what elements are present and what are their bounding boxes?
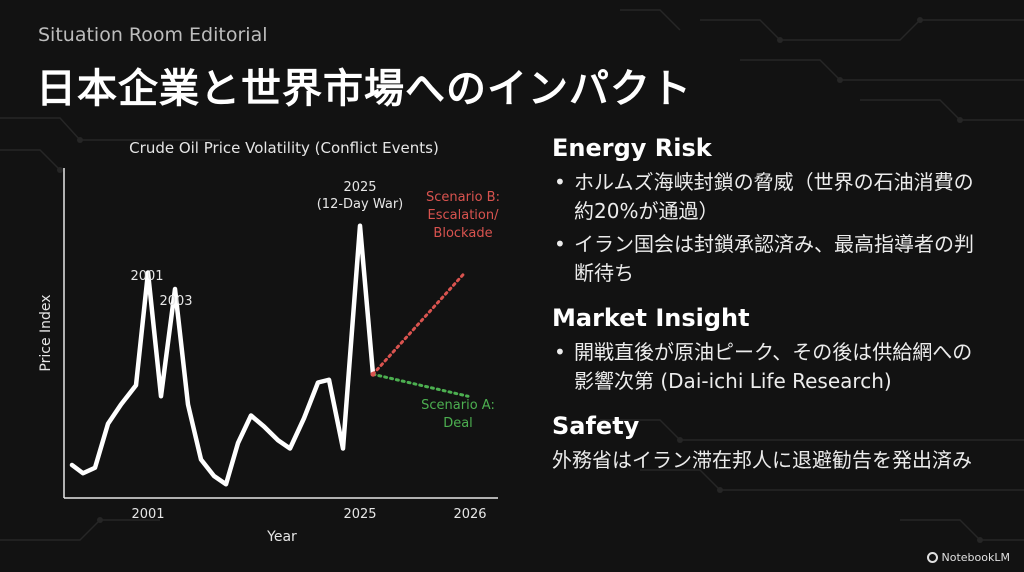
market-insight-title: Market Insight xyxy=(552,304,750,332)
energy-risk-section: Energy Risk ホルムズ海峡封鎖の脅威（世界の石油消費の約20%が通過）… xyxy=(552,134,992,288)
x-tick-label: 2025 xyxy=(343,507,376,522)
annotation-2003: 2003 xyxy=(159,294,192,309)
list-item: ホルムズ海峡封鎖の脅威（世界の石油消費の約20%が通過） xyxy=(552,168,992,226)
scenario-b-label: Escalation/ xyxy=(428,208,500,223)
list-item: 開戦直後が原油ピーク、その後は供給網への影響次第 (Dai-ichi Life … xyxy=(552,338,992,396)
safety-text: 外務省はイラン滞在邦人に退避勧告を発出済み xyxy=(552,448,972,472)
notebooklm-logo: NotebookLM xyxy=(926,551,1010,564)
y-axis-label: Price Index xyxy=(38,294,54,371)
notebooklm-icon xyxy=(926,552,938,563)
x-axis-label: Year xyxy=(266,529,297,545)
scenario-b-line xyxy=(371,271,467,376)
scenario-a-label: Scenario A: xyxy=(421,398,495,413)
scenario-origin-point xyxy=(370,371,376,377)
chart-title: Crude Oil Price Volatility (Conflict Eve… xyxy=(129,139,439,157)
scenario-b-label: Blockade xyxy=(433,226,492,241)
safety-section: Safety 外務省はイラン滞在邦人に退避勧告を発出済み xyxy=(552,412,992,475)
scenario-a-label: Deal xyxy=(443,416,473,431)
annotation-2001: 2001 xyxy=(130,269,163,284)
oil-price-chart: Crude Oil Price Volatility (Conflict Eve… xyxy=(38,139,500,545)
slide-title: 日本企業と世界市場へのインパクト xyxy=(36,66,692,112)
brand-name: Situation Room Editorial xyxy=(38,24,268,46)
annotation-2025-sub: (12-Day War) xyxy=(317,197,404,212)
energy-risk-title: Energy Risk xyxy=(552,134,712,162)
price-line xyxy=(69,223,376,487)
list-item: イラン国会は封鎖承認済み、最高指導者の判断待ち xyxy=(552,230,992,288)
market-insight-section: Market Insight 開戦直後が原油ピーク、その後は供給網への影響次第 … xyxy=(552,304,992,396)
notebooklm-label: NotebookLM xyxy=(941,551,1010,564)
market-insight-list: 開戦直後が原油ピーク、その後は供給網への影響次第 (Dai-ichi Life … xyxy=(552,338,992,396)
scenario-b-label: Scenario B: xyxy=(426,190,500,205)
scenario-a-line xyxy=(371,372,470,398)
safety-title: Safety xyxy=(552,412,640,440)
energy-risk-list: ホルムズ海峡封鎖の脅威（世界の石油消費の約20%が通過） イラン国会は封鎖承認済… xyxy=(552,168,992,288)
x-tick-label: 2001 xyxy=(131,507,164,522)
chart-container: Crude Oil Price Volatility (Conflict Eve… xyxy=(28,128,518,558)
insights-panel: Energy Risk ホルムズ海峡封鎖の脅威（世界の石油消費の約20%が通過）… xyxy=(552,134,992,491)
x-tick-label: 2026 xyxy=(453,507,486,522)
annotation-2025: 2025 xyxy=(343,180,376,195)
